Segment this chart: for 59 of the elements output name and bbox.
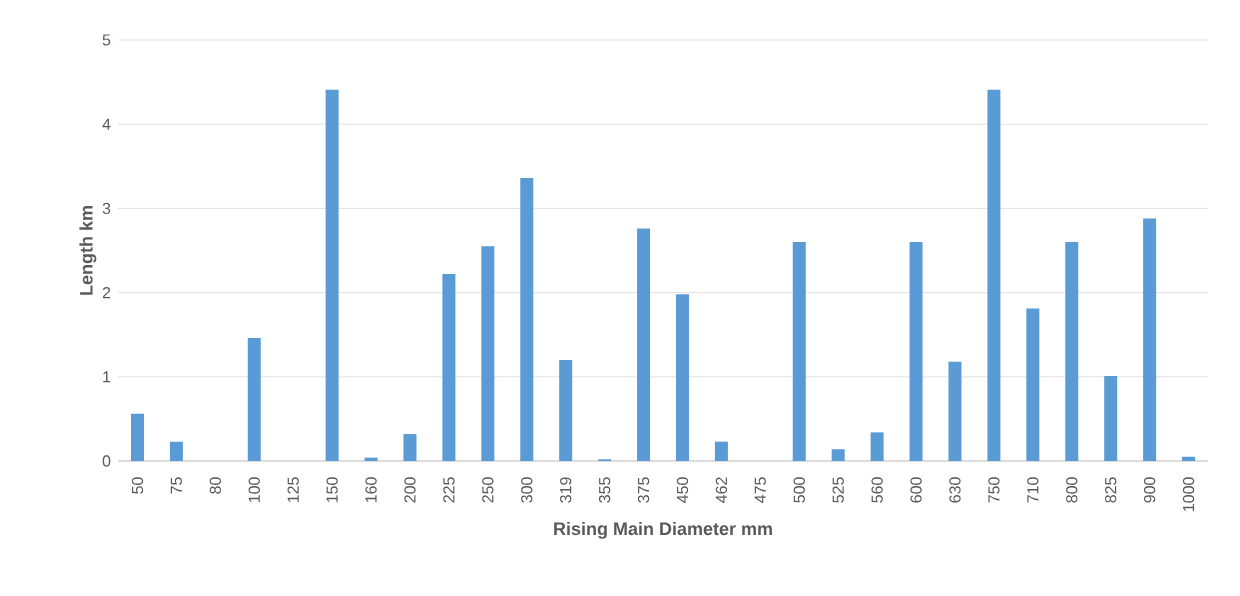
x-tick-label: 125 [287, 477, 299, 503]
y-tick-label: 0 [102, 455, 111, 467]
x-tick-label: 825 [1105, 477, 1117, 503]
bar [403, 434, 417, 461]
x-tick-label: 355 [598, 477, 611, 503]
x-tick-label: 80 [209, 477, 221, 494]
x-tick-label: 150 [326, 477, 338, 503]
x-tick-label: 475 [754, 477, 766, 503]
x-axis-title: Rising Main Diameter mm [554, 521, 772, 539]
y-tick-label: 5 [102, 34, 111, 46]
bar [1143, 218, 1157, 461]
bar [481, 246, 495, 461]
bar [870, 432, 884, 461]
bar [637, 228, 651, 461]
x-tick-label: 319 [560, 477, 572, 503]
bar [559, 359, 573, 461]
bar [987, 89, 1001, 461]
y-tick-label: 2 [102, 287, 111, 299]
x-tick-label: 100 [248, 477, 260, 503]
x-tick-label: 375 [637, 477, 650, 503]
x-tick-label: 250 [482, 477, 494, 503]
x-tick-label: 525 [832, 477, 844, 503]
bar [714, 441, 728, 461]
x-tick-label: 630 [949, 477, 961, 503]
bar [1182, 456, 1196, 461]
bar [1065, 242, 1079, 461]
bar [1104, 375, 1118, 461]
x-tick-label: 450 [676, 477, 689, 503]
x-tick-label: 1000 [1182, 477, 1195, 511]
x-tick-label: 75 [170, 477, 182, 494]
y-tick-label: 4 [102, 118, 111, 130]
bar [792, 242, 806, 461]
bar [909, 242, 923, 461]
bar [831, 449, 845, 461]
x-tick-label: 710 [1027, 477, 1039, 503]
x-tick-label: 750 [988, 477, 1000, 503]
x-tick-label: 50 [131, 477, 144, 494]
x-tick-label: 800 [1066, 477, 1078, 503]
bar [247, 338, 261, 461]
x-tick-label: 560 [871, 477, 883, 503]
x-tick-label: 500 [793, 477, 805, 503]
x-tick-label: 160 [365, 477, 377, 503]
x-tick-label: 462 [715, 477, 728, 503]
x-tick-label: 200 [404, 477, 416, 503]
bar [325, 89, 339, 461]
bar [675, 294, 689, 461]
y-axis-title: Length km [79, 206, 97, 295]
bar [169, 441, 183, 461]
bar [1026, 308, 1040, 461]
bar [948, 361, 962, 461]
bar [520, 178, 534, 461]
x-tick-label: 300 [521, 477, 533, 503]
y-tick-label: 1 [103, 371, 111, 383]
x-tick-label: 900 [1143, 477, 1156, 503]
bar [130, 413, 144, 461]
y-tick-label: 3 [102, 202, 111, 215]
bar [442, 274, 456, 461]
x-tick-label: 600 [910, 477, 922, 503]
x-tick-label: 225 [443, 477, 455, 503]
